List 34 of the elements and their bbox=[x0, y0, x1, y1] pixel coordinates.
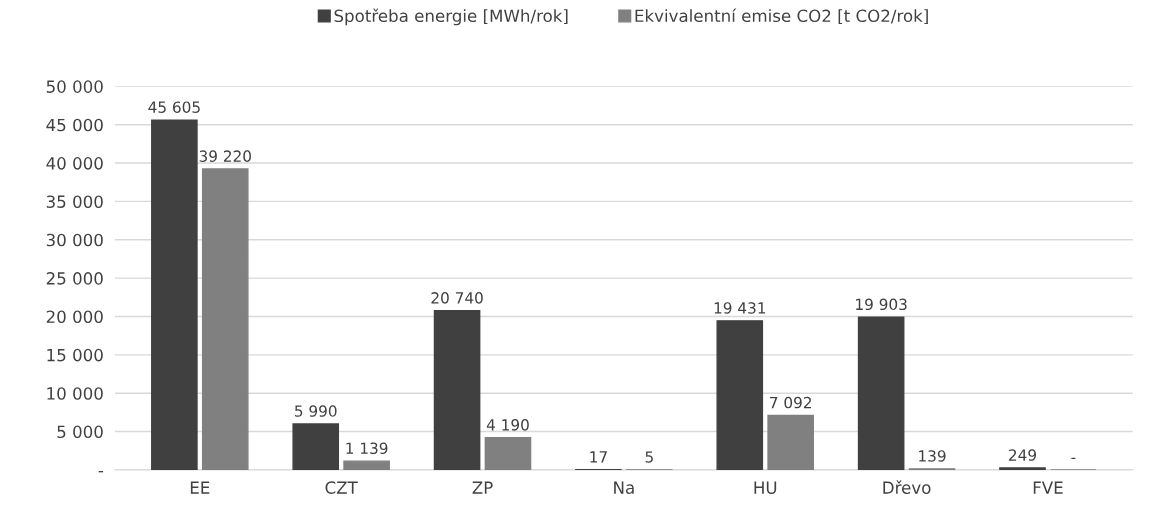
y-tick-label: 30 000 bbox=[46, 233, 103, 247]
data-label: 39 220 bbox=[199, 150, 251, 162]
data-label: 20 740 bbox=[431, 292, 483, 304]
x-tick-label: ZP bbox=[472, 481, 493, 494]
y-tick-label: 10 000 bbox=[47, 387, 103, 400]
y-tick-label: 15 000 bbox=[47, 348, 103, 362]
x-tick-label: Dřevo bbox=[883, 480, 931, 494]
data-label: - bbox=[1071, 457, 1076, 459]
data-label: 17 bbox=[590, 451, 607, 463]
y-tick-label: 40 000 bbox=[46, 157, 103, 170]
x-tick-label: Na bbox=[614, 481, 634, 494]
data-label: 5 bbox=[645, 451, 653, 463]
data-label: 1 139 bbox=[346, 442, 388, 455]
x-tick-label: HU bbox=[754, 481, 777, 494]
x-tick-label: CZT bbox=[325, 481, 358, 494]
data-label: 249 bbox=[1009, 449, 1036, 461]
x-tick-label: FVE bbox=[1033, 481, 1063, 494]
data-label: 7 092 bbox=[770, 396, 812, 409]
data-label: 45 605 bbox=[148, 101, 200, 113]
data-label: 139 bbox=[919, 450, 946, 462]
data-label: 19 903 bbox=[856, 298, 907, 311]
data-label: 4 190 bbox=[486, 419, 529, 431]
y-tick-label: 5 000 bbox=[57, 425, 103, 439]
legend-label: Ekvivalentní emise CO2 [t CO2/rok] bbox=[635, 8, 928, 25]
x-tick-label: EE bbox=[190, 481, 210, 494]
y-tick-label: - bbox=[98, 471, 104, 473]
data-label: 5 990 bbox=[295, 405, 337, 417]
y-tick-label: 35 000 bbox=[46, 195, 103, 208]
y-tick-label: 50 000 bbox=[46, 80, 103, 93]
y-tick-label: 25 000 bbox=[46, 272, 103, 285]
legend-label: Spotřeba energie [MWh/rok] bbox=[334, 8, 568, 26]
y-tick-label: 20 000 bbox=[46, 310, 103, 324]
data-label: 19 431 bbox=[714, 302, 766, 314]
y-tick-label: 45 000 bbox=[46, 118, 103, 132]
